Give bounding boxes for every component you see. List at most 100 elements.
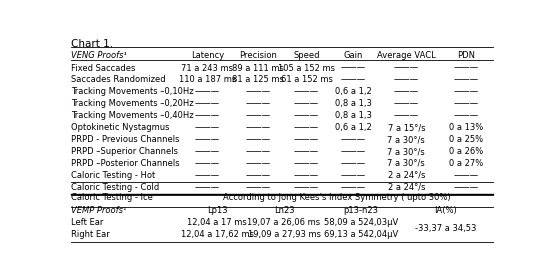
Text: ———: ——— — [195, 111, 220, 120]
Text: ———: ——— — [246, 147, 271, 156]
Text: ———: ——— — [195, 183, 220, 192]
Text: ———: ——— — [195, 171, 220, 180]
Text: IA(%): IA(%) — [434, 206, 458, 215]
Text: Lp13: Lp13 — [207, 206, 227, 215]
Text: Left Ear: Left Ear — [71, 218, 103, 227]
Text: 19,07 a 26,06 ms: 19,07 a 26,06 ms — [248, 218, 321, 227]
Text: p13-n23: p13-n23 — [343, 206, 378, 215]
Text: Average VACL: Average VACL — [377, 51, 436, 60]
Text: 0,6 a 1,2: 0,6 a 1,2 — [335, 87, 372, 97]
Text: Precision: Precision — [239, 51, 277, 60]
Text: 58,09 a 524,03μV: 58,09 a 524,03μV — [323, 218, 398, 227]
Text: ———: ——— — [394, 64, 419, 73]
Text: 7 a 15°/s: 7 a 15°/s — [388, 123, 425, 132]
Text: ———: ——— — [453, 171, 478, 180]
Text: ———: ——— — [394, 87, 419, 97]
Text: ———: ——— — [341, 147, 366, 156]
Text: Caloric Testing - Hot: Caloric Testing - Hot — [71, 171, 155, 180]
Text: Fixed Saccades: Fixed Saccades — [71, 64, 135, 73]
Text: Chart 1.: Chart 1. — [71, 39, 113, 49]
Text: 71 a 243 ms: 71 a 243 ms — [182, 64, 233, 73]
Text: According to Jong Kees’s Index Symmetry ( upto 30%): According to Jong Kees’s Index Symmetry … — [223, 193, 451, 202]
Text: ———: ——— — [394, 76, 419, 85]
Text: PDN: PDN — [457, 51, 475, 60]
Text: ———: ——— — [294, 183, 319, 192]
Text: 89 a 111 ms: 89 a 111 ms — [233, 64, 284, 73]
Text: Latency: Latency — [191, 51, 224, 60]
Text: ———: ——— — [453, 87, 478, 97]
Text: 12,04 a 17,62 ms: 12,04 a 17,62 ms — [180, 230, 254, 239]
Text: 0 a 27%: 0 a 27% — [449, 159, 483, 168]
Text: 12,04 a 17 ms: 12,04 a 17 ms — [187, 218, 247, 227]
Text: ———: ——— — [341, 183, 366, 192]
Text: 0,8 a 1,3: 0,8 a 1,3 — [335, 99, 372, 108]
Text: Tracking Movements –0,40Hz: Tracking Movements –0,40Hz — [71, 111, 194, 120]
Text: ———: ——— — [246, 135, 271, 144]
Text: ———: ——— — [195, 147, 220, 156]
Text: 105 a 152 ms: 105 a 152 ms — [278, 64, 335, 73]
Text: ———: ——— — [246, 171, 271, 180]
Text: 7 a 30°/s: 7 a 30°/s — [387, 147, 425, 156]
Text: Gain: Gain — [344, 51, 363, 60]
Text: 0,6 a 1,2: 0,6 a 1,2 — [335, 123, 372, 132]
Text: ———: ——— — [341, 76, 366, 85]
Text: ———: ——— — [246, 99, 271, 108]
Text: PRPD –Superior Channels: PRPD –Superior Channels — [71, 147, 178, 156]
Text: VENG Proofs¹: VENG Proofs¹ — [71, 51, 126, 60]
Text: Caloric Testing - Cold: Caloric Testing - Cold — [71, 183, 159, 192]
Text: ———: ——— — [294, 159, 319, 168]
Text: ———: ——— — [246, 123, 271, 132]
Text: 81 a 125 ms: 81 a 125 ms — [233, 76, 284, 85]
Text: ———: ——— — [341, 159, 366, 168]
Text: ———: ——— — [294, 135, 319, 144]
Text: VEMP Proofs¹: VEMP Proofs¹ — [71, 206, 126, 215]
Text: Caloric Testing - Ice: Caloric Testing - Ice — [71, 193, 153, 202]
Text: ———: ——— — [453, 99, 478, 108]
Text: ———: ——— — [195, 159, 220, 168]
Text: 0,8 a 1,3: 0,8 a 1,3 — [335, 111, 372, 120]
Text: ———: ——— — [453, 64, 478, 73]
Text: ———: ——— — [246, 87, 271, 97]
Text: ———: ——— — [246, 111, 271, 120]
Text: Ln23: Ln23 — [274, 206, 294, 215]
Text: ———: ——— — [341, 135, 366, 144]
Text: ———: ——— — [394, 99, 419, 108]
Text: 0 a 25%: 0 a 25% — [449, 135, 483, 144]
Text: ———: ——— — [246, 183, 271, 192]
Text: ———: ——— — [294, 171, 319, 180]
Text: Tracking Movements –0,10Hz: Tracking Movements –0,10Hz — [71, 87, 194, 97]
Text: Saccades Randomized: Saccades Randomized — [71, 76, 166, 85]
Text: ———: ——— — [294, 99, 319, 108]
Text: Right Ear: Right Ear — [71, 230, 109, 239]
Text: ———: ——— — [195, 123, 220, 132]
Text: ———: ——— — [294, 147, 319, 156]
Text: 2 a 24°/s: 2 a 24°/s — [388, 183, 425, 192]
Text: ———: ——— — [453, 76, 478, 85]
Text: 0 a 26%: 0 a 26% — [449, 147, 483, 156]
Text: 7 a 30°/s: 7 a 30°/s — [387, 135, 425, 144]
Text: ———: ——— — [341, 64, 366, 73]
Text: Speed: Speed — [293, 51, 320, 60]
Text: ———: ——— — [294, 123, 319, 132]
Text: 61 a 152 ms: 61 a 152 ms — [280, 76, 333, 85]
Text: PRPD - Previous Channels: PRPD - Previous Channels — [71, 135, 179, 144]
Text: Optokinetic Nystagmus: Optokinetic Nystagmus — [71, 123, 169, 132]
Text: ———: ——— — [294, 87, 319, 97]
Text: Tracking Movements –0,20Hz: Tracking Movements –0,20Hz — [71, 99, 194, 108]
Text: ———: ——— — [195, 87, 220, 97]
Text: ———: ——— — [195, 135, 220, 144]
Text: ———: ——— — [195, 99, 220, 108]
Text: ———: ——— — [294, 111, 319, 120]
Text: 0 a 13%: 0 a 13% — [449, 123, 483, 132]
Text: 19,09 a 27,93 ms: 19,09 a 27,93 ms — [248, 230, 321, 239]
Text: 110 a 187 ms: 110 a 187 ms — [179, 76, 236, 85]
Text: -33,37 a 34,53: -33,37 a 34,53 — [415, 224, 477, 233]
Text: 7 a 30°/s: 7 a 30°/s — [387, 159, 425, 168]
Text: ———: ——— — [341, 171, 366, 180]
Text: 69,13 a 542,04μV: 69,13 a 542,04μV — [323, 230, 398, 239]
Text: ———: ——— — [246, 159, 271, 168]
Text: 2 a 24°/s: 2 a 24°/s — [388, 171, 425, 180]
Text: ———: ——— — [394, 111, 419, 120]
Text: ———: ——— — [453, 111, 478, 120]
Text: ———: ——— — [453, 183, 478, 192]
